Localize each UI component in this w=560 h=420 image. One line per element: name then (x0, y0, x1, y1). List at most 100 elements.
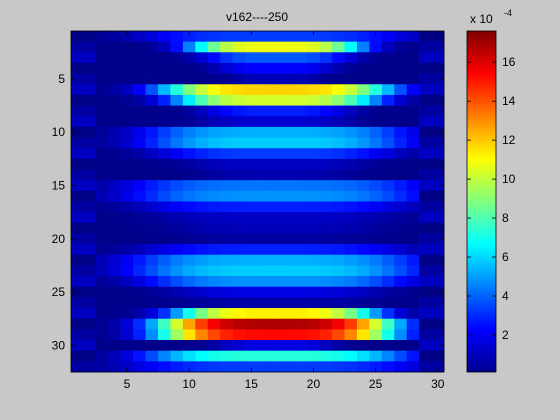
heatmap-cell (381, 233, 395, 245)
heatmap-cell (195, 201, 209, 213)
heatmap-cell (133, 180, 146, 192)
heatmap-cell (133, 222, 146, 234)
heatmap-cell (207, 148, 221, 160)
heatmap-cell (207, 94, 221, 106)
heatmap-cell (83, 276, 97, 288)
heatmap-cell (381, 276, 395, 288)
heatmap-cell (108, 137, 122, 149)
heatmap-cell (95, 201, 109, 213)
heatmap-cell (158, 31, 171, 42)
heatmap-cell (158, 276, 171, 288)
heatmap-cell (182, 233, 196, 245)
heatmap-cell (207, 105, 221, 117)
heatmap-cell (257, 286, 271, 298)
heatmap-cell (232, 116, 246, 128)
heatmap-cell (356, 94, 370, 106)
heatmap-cell (182, 265, 196, 277)
heatmap-cell (182, 222, 196, 234)
heatmap-cell (245, 126, 258, 138)
heatmap-cell (158, 329, 171, 341)
heatmap-cell (381, 116, 395, 128)
heatmap-cell (307, 265, 320, 277)
heatmap-cell (369, 276, 383, 288)
heatmap-cell (220, 52, 233, 64)
heatmap-cell (120, 222, 134, 234)
heatmap-cell (307, 84, 320, 96)
heatmap-cell (307, 180, 320, 192)
heatmap-cell (158, 361, 171, 373)
heatmap-cell (381, 137, 395, 149)
heatmap-cell (294, 297, 308, 309)
heatmap-cell (257, 62, 271, 74)
heatmap-cell (83, 116, 97, 128)
heatmap-cell (170, 233, 184, 245)
heatmap-cell (207, 62, 221, 74)
heatmap-cell (356, 276, 370, 288)
heatmap-cell (369, 254, 383, 266)
heatmap-cell (207, 158, 221, 170)
heatmap-cell (170, 276, 184, 288)
heatmap-cell (145, 318, 159, 330)
heatmap-cell (419, 361, 432, 373)
heatmap-cell (282, 52, 296, 64)
heatmap-cell (182, 41, 196, 53)
heatmap-cell (195, 73, 209, 85)
heatmap-cell (394, 276, 407, 288)
heatmap-cell (182, 329, 196, 341)
heatmap-cell (307, 105, 320, 117)
heatmap-cell (120, 137, 134, 149)
heatmap-grid (71, 31, 445, 373)
heatmap-cell (133, 158, 146, 170)
heatmap-cell (431, 308, 445, 320)
heatmap-cell (419, 94, 432, 106)
heatmap-cell (431, 201, 445, 213)
heatmap-cell (406, 318, 420, 330)
heatmap-cell (182, 116, 196, 128)
heatmap-cell (170, 244, 184, 256)
heatmap-cell (182, 350, 196, 362)
heatmap-cell (344, 244, 358, 256)
heatmap-cell (108, 254, 122, 266)
heatmap-cell (133, 276, 146, 288)
heatmap-cell (71, 126, 84, 138)
heatmap-cell (369, 201, 383, 213)
heatmap-cell (332, 361, 345, 373)
heatmap-cell (158, 212, 171, 224)
heatmap-cell (195, 308, 209, 320)
heatmap-cell (120, 350, 134, 362)
heatmap-cell (170, 52, 184, 64)
heatmap-cell (133, 212, 146, 224)
heatmap-cell (195, 148, 209, 160)
heatmap-cell (182, 31, 196, 42)
heatmap-cell (344, 94, 358, 106)
heatmap-cell (95, 180, 109, 192)
heatmap-cell (394, 233, 407, 245)
heatmap-cell (83, 169, 97, 181)
heatmap-cell (133, 52, 146, 64)
heatmap-cell (220, 254, 233, 266)
heatmap-cell (182, 169, 196, 181)
heatmap-cell (120, 276, 134, 288)
heatmap-cell (381, 297, 395, 309)
heatmap-cell (257, 84, 271, 96)
heatmap-cell (195, 329, 209, 341)
heatmap-cell (381, 41, 395, 53)
heatmap-cell (394, 308, 407, 320)
heatmap-cell (220, 137, 233, 149)
heatmap-cell (95, 350, 109, 362)
heatmap-cell (95, 297, 109, 309)
heatmap-cell (71, 265, 84, 277)
colorbar-tick-label: 6 (502, 250, 509, 264)
heatmap-cell (269, 180, 283, 192)
heatmap-cell (145, 94, 159, 106)
heatmap-cell (120, 41, 134, 53)
colorbar-tick-label: 12 (502, 133, 516, 147)
heatmap-cell (332, 286, 345, 298)
heatmap-cell (356, 148, 370, 160)
heatmap-cell (332, 180, 345, 192)
heatmap-cell (108, 361, 122, 373)
heatmap-cell (356, 190, 370, 202)
heatmap-cell (344, 286, 358, 298)
heatmap-cell (406, 148, 420, 160)
heatmap-cell (182, 340, 196, 351)
